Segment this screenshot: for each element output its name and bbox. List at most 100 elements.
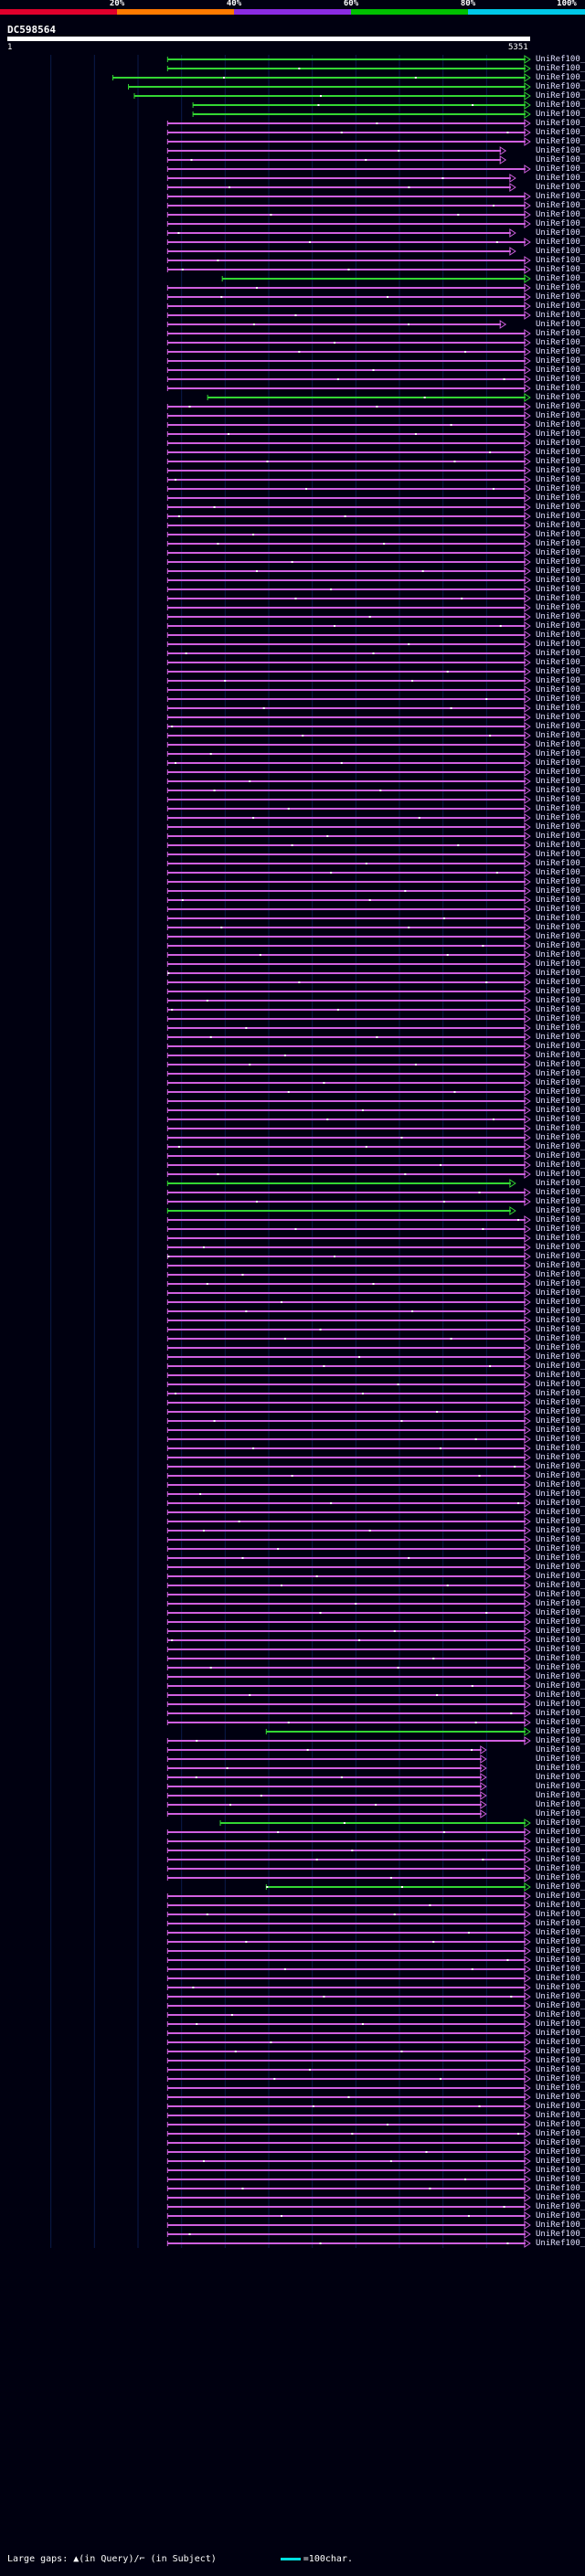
hit-label[interactable]: UniRef100_A2ZCV8: [536, 2120, 585, 2129]
hit-label[interactable]: UniRef100_A7QZG1: [536, 183, 585, 192]
hit-label[interactable]: UniRef100_B9SMK3: [536, 2010, 585, 2019]
hit-label[interactable]: UniRef100_A2X515: [536, 1608, 585, 1617]
hit-label[interactable]: UniRef100_UP1000..: [536, 1471, 585, 1480]
hit-label[interactable]: UniRef100_B9I143: [536, 932, 585, 941]
hit-label[interactable]: UniRef100_Q2RPD2: [536, 1946, 585, 1956]
hit-label[interactable]: UniRef100_Q5VQ01: [536, 886, 585, 896]
hit-label[interactable]: UniRef100_UP1000..: [536, 567, 585, 576]
hit-label[interactable]: UniRef100_C5Y1Z5: [536, 914, 585, 923]
hit-label[interactable]: UniRef100_Q9SPE8: [536, 110, 585, 119]
hit-label[interactable]: UniRef100_B8AGG6: [536, 1426, 585, 1435]
hit-label[interactable]: UniRef100_Q6ET77: [536, 1636, 585, 1645]
hit-label[interactable]: UniRef100_Q6H8E3: [536, 2147, 585, 2157]
hit-label[interactable]: UniRef100_B8AFE6: [536, 740, 585, 749]
hit-label[interactable]: UniRef100_Q6TTW8: [536, 1773, 585, 1782]
hit-label[interactable]: UniRef100_A5BV21: [536, 1691, 585, 1700]
hit-label[interactable]: UniRef100_A7PNE7: [536, 2083, 585, 2093]
hit-label[interactable]: UniRef100_Q6QV17: [536, 1928, 585, 1937]
hit-label[interactable]: UniRef100_Q6E557: [536, 2157, 585, 2166]
hit-label[interactable]: UniRef100_C5Y074: [536, 1489, 585, 1499]
hit-label[interactable]: UniRef100_C5ZB04: [536, 1097, 585, 1106]
hit-label[interactable]: UniRef100_A7QBL7: [536, 603, 585, 612]
hit-label[interactable]: UniRef100_Q9SPE9: [536, 101, 585, 110]
hit-label[interactable]: UniRef100_B9S6Q6: [536, 1818, 585, 1828]
hit-label[interactable]: UniRef100_Q9SAY9: [536, 1910, 585, 1919]
hit-label[interactable]: UniRef100_A3KXH7: [536, 192, 585, 201]
hit-label[interactable]: UniRef100_B9FE50: [536, 1499, 585, 1508]
hit-label[interactable]: UniRef100_Q8W3U6: [536, 1754, 585, 1764]
hit-label[interactable]: UniRef100_A7P9S6: [536, 1343, 585, 1352]
hit-label[interactable]: UniRef100_A7PBE0: [536, 1243, 585, 1252]
hit-label[interactable]: UniRef100_A9TXH8: [536, 1517, 585, 1526]
hit-label[interactable]: UniRef100_A7QBK8: [536, 1234, 585, 1243]
hit-label[interactable]: UniRef100_A7R5P7: [536, 347, 585, 356]
hit-label[interactable]: UniRef100_B9HB56: [536, 1106, 585, 1115]
hit-label[interactable]: UniRef100_Q0E2V2: [536, 1142, 585, 1151]
hit-label[interactable]: UniRef100_A5BWT1: [536, 841, 585, 850]
hit-label[interactable]: UniRef100_B9A0E4: [536, 393, 585, 402]
hit-label[interactable]: UniRef100_Q0QT05: [536, 905, 585, 914]
hit-label[interactable]: UniRef100_Q94969: [536, 1627, 585, 1636]
hit-label[interactable]: UniRef100_Q9S401: [536, 1745, 585, 1754]
hit-label[interactable]: UniRef100_A9UZR1: [536, 320, 585, 329]
hit-label[interactable]: UniRef100_Q8H420: [536, 1791, 585, 1800]
hit-label[interactable]: UniRef100_A0SZK2: [536, 1462, 585, 1471]
hit-label[interactable]: UniRef100_Q0E3T8: [536, 795, 585, 804]
hit-label[interactable]: UniRef100_B9F2D8: [536, 2211, 585, 2221]
hit-label[interactable]: UniRef100_A9TY91: [536, 1681, 585, 1691]
hit-label[interactable]: UniRef100_Q5VPF0: [536, 247, 585, 256]
hit-label[interactable]: UniRef100_A2WS95: [536, 1709, 585, 1718]
hit-label[interactable]: UniRef100_UP1000..: [536, 713, 585, 722]
hit-label[interactable]: UniRef100_A7P6Z5: [536, 1882, 585, 1892]
hit-label[interactable]: UniRef100_Q8S1D2: [536, 384, 585, 393]
hit-label[interactable]: UniRef100_B8AHU9: [536, 2221, 585, 2230]
hit-label[interactable]: UniRef100_C5XXN2: [536, 1279, 585, 1288]
hit-label[interactable]: UniRef100_A7QBL6: [536, 329, 585, 338]
hit-label[interactable]: UniRef100_A7PVF4: [536, 503, 585, 512]
hit-label[interactable]: UniRef100_A7P9R4: [536, 1352, 585, 1362]
hit-label[interactable]: UniRef100_UP1000..: [536, 576, 585, 585]
hit-label[interactable]: UniRef100_B9FC38: [536, 1014, 585, 1023]
hit-label[interactable]: UniRef100_A7PVE2: [536, 1161, 585, 1170]
hit-label[interactable]: UniRef100_Q4W1G0: [536, 786, 585, 795]
hit-label[interactable]: UniRef100_A5AZ72: [536, 941, 585, 950]
hit-label[interactable]: UniRef100_UP1000..: [536, 201, 585, 210]
hit-label[interactable]: UniRef100_UP1000..: [536, 1362, 585, 1371]
hit-label[interactable]: UniRef100_B9E0Y7: [536, 804, 585, 813]
hit-label[interactable]: UniRef100_B9SFV2: [536, 55, 585, 64]
hit-label[interactable]: UniRef100_B8AFG1: [536, 512, 585, 521]
hit-label[interactable]: UniRef100_B9RM15: [536, 1645, 585, 1654]
hit-label[interactable]: UniRef100_Q53P08: [536, 1179, 585, 1188]
hit-label[interactable]: UniRef100_A7PEJ7: [536, 356, 585, 366]
hit-label[interactable]: UniRef100_Q9ZWM5: [536, 1617, 585, 1627]
hit-label[interactable]: UniRef100_B9GFD7: [536, 1663, 585, 1672]
hit-label[interactable]: UniRef100_B9GN89: [536, 2019, 585, 2029]
hit-label[interactable]: UniRef100_B9FNS3: [536, 2056, 585, 2065]
hit-label[interactable]: UniRef100_Q1XW10: [536, 1956, 585, 1965]
hit-label[interactable]: UniRef100_Q9M636: [536, 1553, 585, 1563]
hit-label[interactable]: UniRef100_C5X8B0: [536, 1809, 585, 1818]
hit-label[interactable]: UniRef100_A7Q4Z3: [536, 265, 585, 274]
hit-label[interactable]: UniRef100_A7R4G2: [536, 1444, 585, 1453]
hit-label[interactable]: UniRef100_A7P8U7: [536, 685, 585, 694]
hit-label[interactable]: UniRef100_A7Q4K2: [536, 338, 585, 347]
hit-label[interactable]: UniRef100_C7IYW7: [536, 649, 585, 658]
hit-label[interactable]: UniRef100_B9A9A8: [536, 813, 585, 822]
hit-label[interactable]: UniRef100_Q6YIT0: [536, 1380, 585, 1389]
hit-label[interactable]: UniRef100_UP1000..: [536, 1892, 585, 1901]
hit-label[interactable]: UniRef100_A9SEH7: [536, 1316, 585, 1325]
hit-label[interactable]: UniRef100_A7PVE6: [536, 439, 585, 448]
hit-label[interactable]: UniRef100_A7PBM7: [536, 1252, 585, 1261]
hit-label[interactable]: UniRef100_A7QZG9: [536, 174, 585, 183]
hit-label[interactable]: UniRef100_Q6GQH7: [536, 2166, 585, 2175]
hit-label[interactable]: UniRef100_A3AUF5: [536, 2111, 585, 2120]
hit-label[interactable]: UniRef100_A6N114: [536, 1042, 585, 1051]
hit-label[interactable]: UniRef100_A3C3Z5: [536, 2102, 585, 2111]
hit-label[interactable]: UniRef100_Q8VYT7: [536, 1078, 585, 1087]
hit-label[interactable]: UniRef100_B9IMW7: [536, 2202, 585, 2211]
hit-label[interactable]: UniRef100_Q8H8Q9: [536, 91, 585, 101]
hit-label[interactable]: UniRef100_UP1000..: [536, 274, 585, 283]
hit-label[interactable]: UniRef100_UP1000..: [536, 1544, 585, 1553]
hit-label[interactable]: UniRef100_Q2QT08: [536, 1389, 585, 1398]
hit-label[interactable]: UniRef100_A7Q295: [536, 256, 585, 265]
